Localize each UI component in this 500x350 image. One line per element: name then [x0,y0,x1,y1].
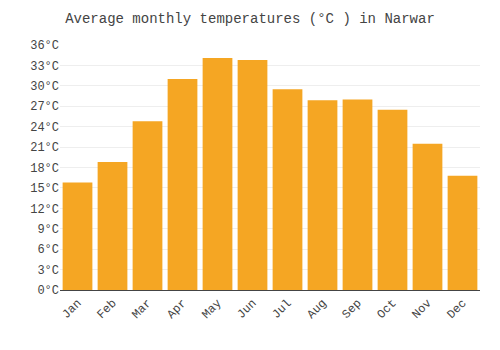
svg-text:May: May [199,297,224,322]
svg-text:Jun: Jun [234,297,259,322]
svg-text:15°C: 15°C [30,182,59,196]
svg-text:30°C: 30°C [30,80,59,94]
svg-text:0°C: 0°C [37,284,59,298]
svg-text:3°C: 3°C [37,264,59,278]
svg-text:36°C: 36°C [30,39,59,53]
svg-text:Mar: Mar [129,297,154,322]
svg-text:18°C: 18°C [30,162,59,176]
svg-text:Aug: Aug [304,297,329,322]
svg-text:6°C: 6°C [37,243,59,257]
svg-text:33°C: 33°C [30,60,59,74]
svg-text:Oct: Oct [374,297,399,322]
svg-text:Feb: Feb [94,297,119,322]
svg-text:Nov: Nov [409,297,434,322]
svg-text:21°C: 21°C [30,141,59,155]
svg-text:Average monthly temperatures (: Average monthly temperatures (°C ) in Na… [65,11,435,27]
svg-text:Jan: Jan [59,297,84,322]
svg-text:27°C: 27°C [30,100,59,114]
svg-text:12°C: 12°C [30,203,59,217]
svg-text:Dec: Dec [444,297,469,322]
svg-text:Jul: Jul [269,297,294,322]
svg-text:Sep: Sep [339,297,364,322]
svg-text:24°C: 24°C [30,121,59,135]
svg-text:9°C: 9°C [37,223,59,237]
svg-text:Apr: Apr [164,297,189,322]
